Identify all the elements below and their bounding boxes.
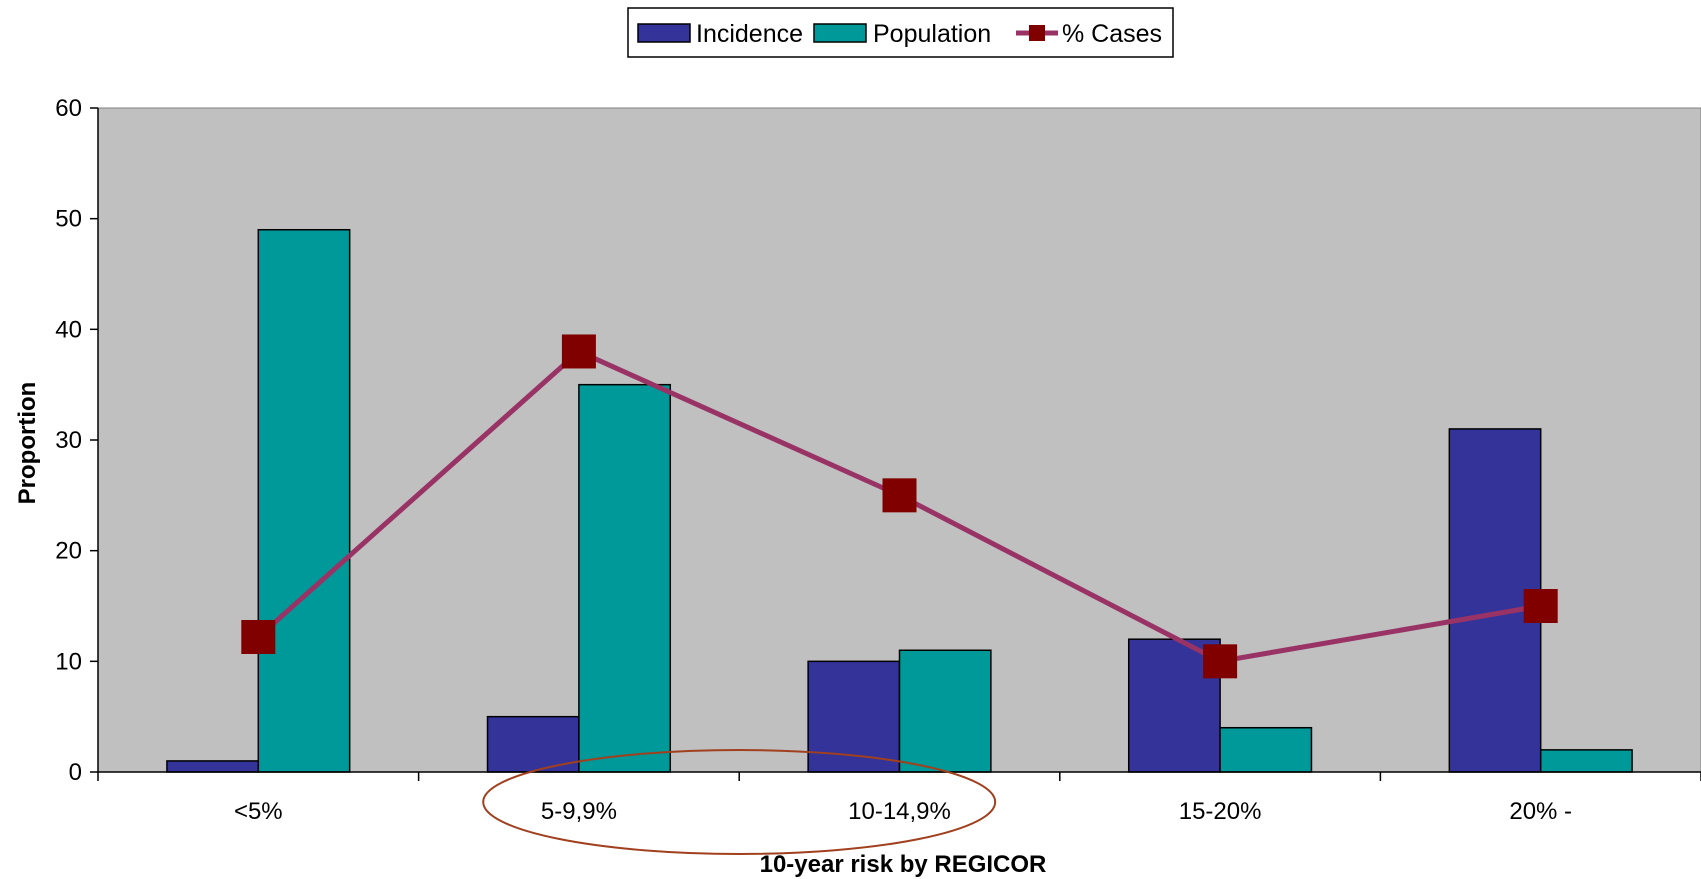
x-tick-label-15-20: 15-20% — [1179, 798, 1262, 825]
legend-marker-cases — [1029, 25, 1045, 41]
bar-population-20 — [1539, 749, 1633, 773]
y-tick-label-50: 50 — [55, 206, 82, 233]
y-tick-label-10: 10 — [55, 648, 82, 675]
x-tick-label-5-9-9: 5-9,9% — [541, 798, 617, 825]
x-tick-label-20: 20% - — [1509, 798, 1572, 825]
marker-cases-20 — [1523, 589, 1558, 623]
marker-cases-15-20 — [1203, 644, 1238, 679]
marker-cases-10-14-9 — [882, 478, 917, 513]
annotation-ellipse — [482, 749, 997, 855]
y-tick-label-30: 30 — [55, 427, 82, 454]
y-tick-label-20: 20 — [55, 538, 82, 565]
marker-cases-5-9-9 — [561, 334, 596, 369]
y-axis-title: Proportion — [14, 382, 41, 505]
x-tick-label-5: <5% — [234, 798, 283, 825]
legend-swatch-population — [813, 23, 867, 43]
marker-cases-5 — [241, 619, 276, 654]
y-tick-label-0: 0 — [69, 759, 82, 786]
bar-population-5 — [257, 228, 351, 773]
legend-label-incidence: Incidence — [696, 20, 803, 48]
bar-population-15-20 — [1219, 726, 1313, 773]
legend-label-cases: % Cases — [1062, 20, 1162, 48]
bar-population-5-9-9 — [578, 383, 672, 773]
x-tick-label-10-14-9: 10-14,9% — [848, 798, 951, 825]
legend: Incidence Population % Cases — [627, 7, 1174, 58]
bar-incidence-5 — [166, 760, 260, 773]
legend-box — [627, 7, 1174, 58]
bar-population-10-14-9 — [898, 649, 992, 773]
x-axis-title: 10-year risk by REGICOR — [760, 851, 1047, 878]
y-tick-label-60: 60 — [55, 95, 82, 122]
legend-label-population: Population — [873, 20, 991, 48]
legend-swatch-incidence — [637, 23, 691, 43]
y-tick-label-40: 40 — [55, 316, 82, 343]
plot-area: 0 10 20 30 40 50 60 <5% 5-9,9% 10-14,9% 15-20% 20% … — [55, 95, 1701, 855]
